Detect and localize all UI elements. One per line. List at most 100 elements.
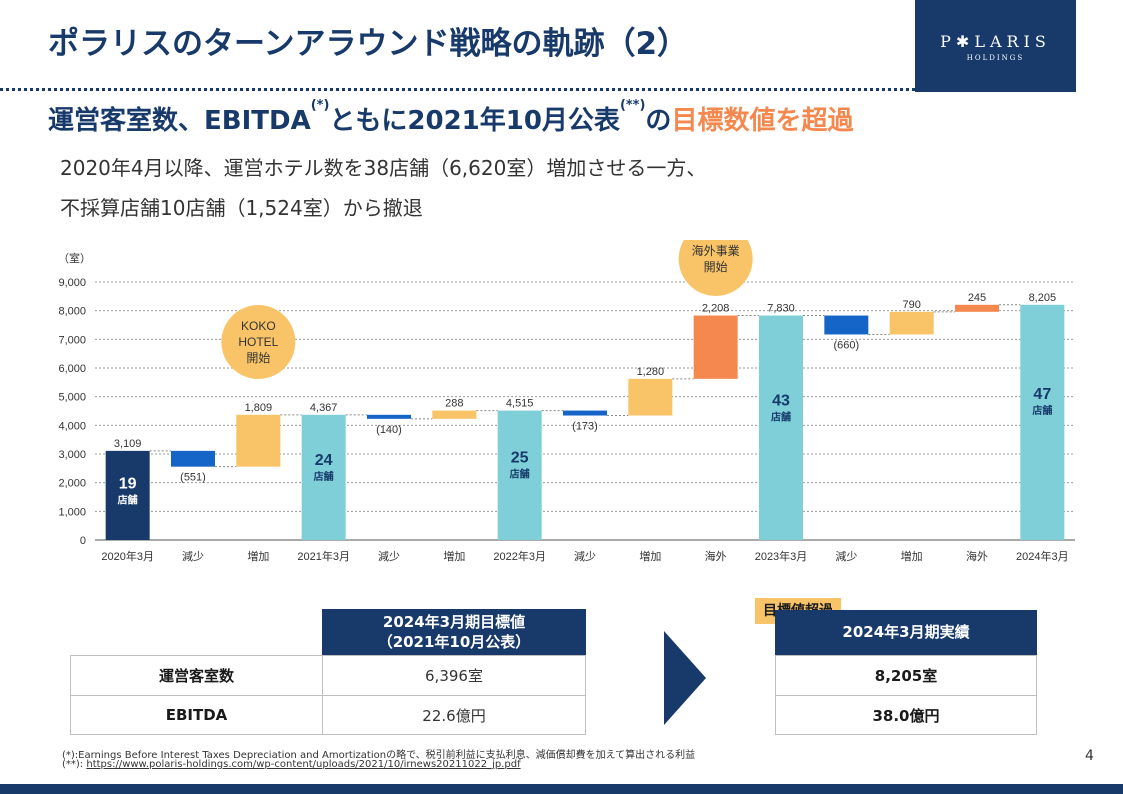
actual-value-rooms: 8,205室 [775, 655, 1037, 696]
target-row-value-ebitda: 22.6億円 [322, 695, 586, 735]
bottom-bar [0, 784, 1123, 794]
bar-total_dark [105, 450, 150, 540]
bar-decrease [824, 315, 869, 335]
bar-increase [432, 410, 477, 419]
bar-value-label: (173) [572, 421, 598, 433]
bar-value-label: 8,205 [1029, 292, 1057, 304]
store-count: 43 [772, 392, 790, 409]
footnote-2-link[interactable]: https://www.polaris-holdings.com/wp-cont… [86, 759, 521, 770]
annotation-text: HOTEL [238, 335, 278, 349]
store-count: 24 [315, 452, 333, 469]
store-count-unit: 店舗 [771, 410, 791, 423]
right-arrow-icon [664, 631, 706, 725]
page-number: 4 [1085, 748, 1094, 764]
bar-value-label: (551) [180, 472, 206, 484]
x-tick-label: 2021年3月 [297, 549, 350, 563]
y-tick-label: 5,000 [58, 392, 86, 404]
store-count-unit: 店舗 [314, 470, 334, 483]
annotation-bubble [678, 240, 753, 296]
x-tick-label: 増加 [247, 550, 269, 563]
actual-table-header: 2024年3月期実績 [775, 610, 1037, 655]
subtitle-part2: ともに2021年10月公表 [329, 106, 620, 136]
title-divider [0, 88, 915, 91]
subtitle-sup1: (*) [310, 98, 330, 113]
bar-value-label: 4,515 [506, 398, 534, 410]
x-tick-label: 減少 [574, 549, 596, 563]
footnote-1: (*):Earnings Before Interest Taxes Depre… [62, 750, 696, 761]
subtitle-part3: の [645, 106, 672, 136]
bar-value-label: 2,208 [702, 303, 730, 315]
y-tick-label: 7,000 [58, 334, 86, 346]
bar-decrease [367, 414, 411, 419]
bar-total [497, 410, 542, 540]
bar-value-label: 1,809 [245, 402, 273, 414]
body-line-2: 不採算店舗10店舗（1,524室）から撤退 [60, 196, 423, 220]
bar-increase [236, 414, 281, 467]
polaris-logo: P✱LARIS HOLDINGS [915, 0, 1076, 92]
bar-value-label: 3,109 [114, 438, 142, 450]
bar-total [1020, 304, 1065, 540]
bar-total [301, 414, 346, 540]
target-row-value-rooms: 6,396室 [322, 655, 586, 696]
target-table-header: 2024年3月期目標値 （2021年10月公表） [322, 609, 586, 655]
store-count-unit: 店舗 [1032, 404, 1052, 417]
bar-value-label: 7,830 [767, 303, 795, 315]
bar-value-label: 790 [902, 299, 920, 311]
y-tick-label: 9,000 [58, 277, 86, 289]
x-tick-label: 2020年3月 [101, 549, 154, 563]
y-tick-label: 2,000 [58, 478, 86, 490]
y-tick-label: 8,000 [58, 306, 86, 318]
logo-text: P✱LARIS [940, 32, 1051, 51]
store-count: 25 [511, 449, 529, 466]
x-tick-label: 減少 [378, 549, 400, 563]
x-tick-label: 海外 [966, 549, 988, 563]
target-header-line2: （2021年10月公表） [377, 633, 531, 651]
annotation-text: 開始 [704, 260, 728, 274]
bar-decrease [563, 410, 607, 416]
y-axis-unit-label: （室） [58, 251, 91, 265]
page-title: ポラリスのターンアラウンド戦略の軌跡（2） [48, 26, 689, 62]
target-row-label-rooms: 運営客室数 [70, 655, 323, 696]
target-header-line1: 2024年3月期目標値 [382, 613, 526, 631]
footnote-2: (**): https://www.polaris-holdings.com/w… [62, 759, 521, 770]
annotation-bubble [221, 305, 296, 379]
bar-value-label: (660) [833, 339, 859, 351]
y-tick-label: 0 [80, 535, 86, 547]
target-row-label-ebitda: EBITDA [70, 695, 323, 735]
body-line-1: 2020年4月以降、運営ホテル数を38店舗（6,620室）増加させる一方、 [60, 156, 707, 180]
bar-value-label: 4,367 [310, 402, 338, 414]
store-count: 19 [119, 475, 137, 492]
x-tick-label: 海外 [705, 549, 727, 563]
bar-value-label: 245 [968, 292, 986, 304]
bar-total [759, 315, 803, 540]
x-tick-label: 増加 [639, 550, 661, 563]
waterfall-chart: （室） 0 1,000 2,000 3,000 4,000 5,000 6,000 7,000 8… [58, 240, 1075, 563]
annotation-text: KOKO [241, 319, 276, 333]
bar-increase [628, 378, 673, 416]
store-count: 47 [1033, 386, 1051, 403]
store-count-unit: 店舗 [118, 493, 138, 506]
bar-overseas [693, 315, 738, 379]
bar-increase [889, 311, 934, 335]
x-tick-label: 2024年3月 [1016, 549, 1069, 563]
annotation-text: 海外事業 [692, 243, 740, 258]
y-tick-label: 3,000 [58, 449, 86, 461]
logo-subtext: HOLDINGS [966, 54, 1025, 62]
store-count-unit: 店舗 [510, 467, 530, 480]
bar-value-label: (140) [376, 424, 402, 436]
actual-value-ebitda: 38.0億円 [775, 695, 1037, 735]
subtitle: 運営客室数、EBITDA(*)ともに2021年10月公表(**)の目標数値を超過 [48, 98, 854, 137]
footnote-2-prefix: (**): [62, 759, 87, 770]
x-tick-label: 増加 [443, 550, 465, 563]
subtitle-sup2: (**) [619, 98, 646, 113]
x-tick-label: 増加 [901, 550, 923, 563]
subtitle-part1: 運営客室数、EBITDA [48, 106, 311, 136]
x-tick-label: 減少 [182, 549, 204, 563]
y-tick-label: 4,000 [58, 420, 86, 432]
subtitle-highlight: 目標数値を超過 [671, 106, 854, 136]
x-tick-label: 減少 [835, 549, 857, 563]
y-tick-label: 1,000 [58, 506, 86, 518]
x-tick-label: 2023年3月 [755, 549, 808, 563]
bar-overseas [955, 304, 999, 312]
bar-decrease [171, 450, 215, 467]
